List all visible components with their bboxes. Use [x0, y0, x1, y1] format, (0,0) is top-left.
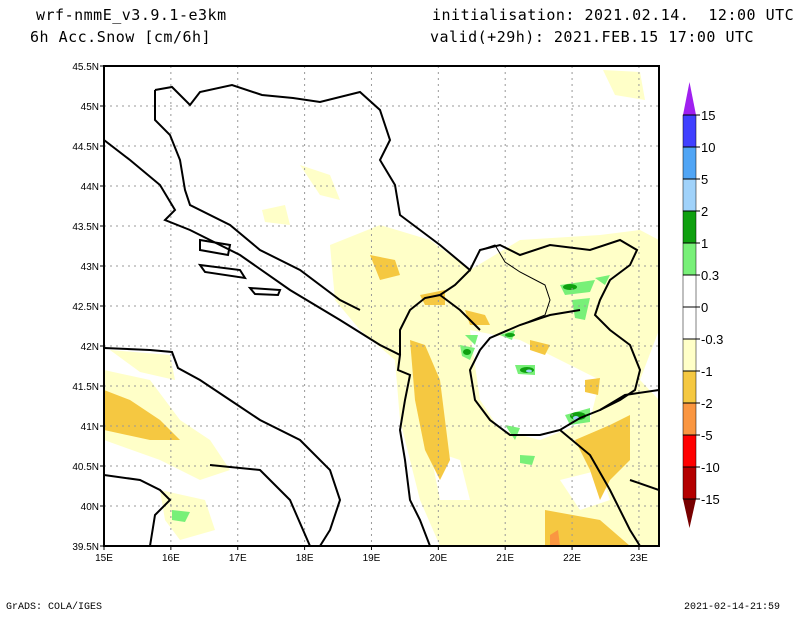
- colorbar-segment: [682, 434, 697, 468]
- colorbar-segment: [682, 338, 697, 372]
- render-timestamp: 2021-02-14-21:59: [684, 602, 781, 613]
- lat-tick-label: 40.5N: [72, 462, 99, 473]
- colorbar-segment: [682, 370, 697, 404]
- colorbar-segment: [682, 146, 697, 180]
- lon-tick-label: 15E: [95, 553, 113, 564]
- colorbar-segment: [682, 114, 697, 148]
- lon-tick-label: 16E: [162, 553, 180, 564]
- grads-credit: GrADS: COLA/IGES: [6, 602, 103, 613]
- colorbar-label: 1: [701, 236, 708, 251]
- colorbar-segment: [682, 210, 697, 244]
- colorbar-segment: [682, 242, 697, 276]
- colorbar-label: -15: [701, 492, 720, 507]
- lat-tick-label: 45N: [81, 102, 99, 113]
- kosovo-border: [479, 244, 551, 339]
- colorbar-label: -5: [701, 428, 713, 443]
- lat-tick-label: 41.5N: [72, 382, 99, 393]
- lon-tick-label: 21E: [496, 553, 514, 564]
- colorbar-segment: [682, 466, 697, 500]
- lon-tick-label: 23E: [630, 553, 648, 564]
- latitude-ticks: 39.5N 40N 40.5N 41N 41.5N 42N 42.5N 43N 43.5N 44N…: [72, 62, 104, 553]
- lat-tick-label: 45.5N: [72, 62, 99, 73]
- colorbar-label: 0.3: [701, 268, 719, 283]
- lat-tick-label: 43N: [81, 262, 99, 273]
- colorbar-label: -0.3: [701, 332, 723, 347]
- valid-time: valid(+29h): 2021.FEB.15 17:00 UTC: [430, 28, 755, 46]
- lat-tick-label: 42N: [81, 342, 99, 353]
- longitude-ticks: 15E 16E 17E 18E 19E 20E 21E 22E 23E: [95, 546, 648, 564]
- lat-tick-label: 42.5N: [72, 302, 99, 313]
- lat-tick-label: 39.5N: [72, 542, 99, 553]
- lat-tick-label: 40N: [81, 502, 99, 513]
- variable-title: 6h Acc.Snow [cm/6h]: [30, 28, 212, 46]
- colorbar-label: -10: [701, 460, 720, 475]
- lat-tick-label: 41N: [81, 422, 99, 433]
- lon-tick-label: 20E: [429, 553, 447, 564]
- colorbar-top-arrow: [683, 82, 696, 115]
- colorbar-bottom-arrow: [683, 499, 696, 528]
- colorbar-segment: [682, 178, 697, 212]
- model-title: wrf-nmmE_v3.9.1-e3km: [36, 6, 227, 24]
- colorbar-segment: [682, 306, 697, 340]
- colorbar-label: 10: [701, 140, 715, 155]
- lon-tick-label: 22E: [563, 553, 581, 564]
- colorbar-label: -1: [701, 364, 713, 379]
- colorbar-segment: [682, 274, 697, 308]
- colorbar-label: 15: [701, 108, 715, 123]
- snow-loss-strong: [550, 530, 560, 546]
- colorbar-label: 0: [701, 300, 708, 315]
- lat-tick-label: 43.5N: [72, 222, 99, 233]
- coastlines: [104, 83, 659, 546]
- snow-field: [104, 66, 659, 546]
- lon-tick-label: 17E: [229, 553, 247, 564]
- lat-tick-label: 44N: [81, 182, 99, 193]
- initialisation-time: initialisation: 2021.02.14. 12:00 UTC: [432, 6, 795, 24]
- lon-tick-label: 18E: [296, 553, 314, 564]
- colorbar-segment: [682, 402, 697, 436]
- colorbar-label: -2: [701, 396, 713, 411]
- colorbar: 15 10 5 2 1 0.3 0 -0.3 -1 -2 -5 -10 -15: [682, 82, 723, 528]
- colorbar-label: 2: [701, 204, 708, 219]
- lon-tick-label: 19E: [363, 553, 381, 564]
- lat-tick-label: 44.5N: [72, 142, 99, 153]
- colorbar-label: 5: [701, 172, 708, 187]
